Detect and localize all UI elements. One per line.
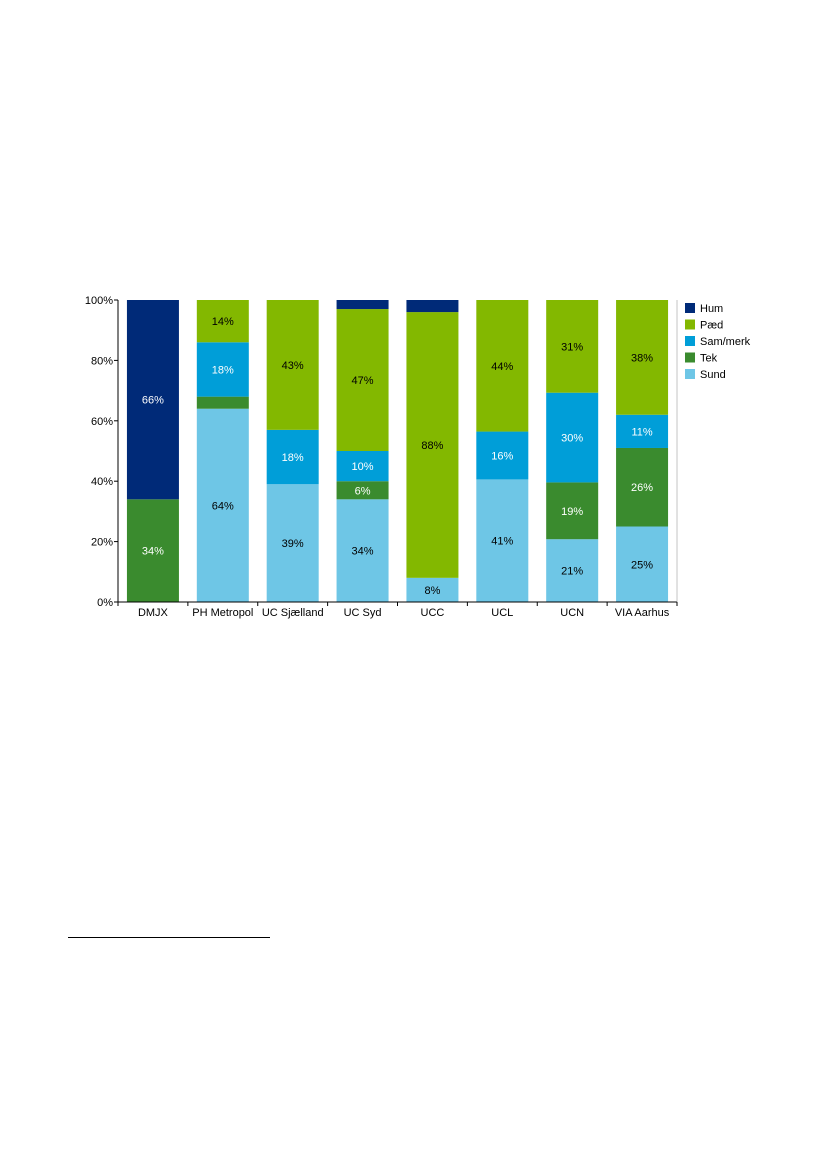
- legend-swatch-sam-merk: [685, 336, 695, 346]
- axes-layer: 0% 20% 40% 60% 80% 100% DMJX PH Metropol UC Sjæl…: [85, 295, 678, 619]
- bar-segment-sund-uc-sjaelland: [266, 484, 319, 602]
- legend: Hum Pæd Sam/merk Tek Sund: [685, 303, 751, 381]
- x-tick-label-via-aarhus: VIA Aarhus: [615, 607, 670, 619]
- bar-segment-tek-dmjx: [126, 499, 179, 602]
- bar-segment-sam-merk-ph-metropol: [196, 342, 249, 397]
- y-tick-label: 100%: [85, 295, 113, 307]
- bar-segment-hum-uc-syd: [336, 300, 389, 310]
- bar-segment-tek-ph-metropol: [196, 396, 249, 409]
- data-label-hum-dmjx: 66%: [142, 395, 164, 407]
- bar-segment-sam-merk-ucl: [476, 431, 529, 480]
- bar-segment-sam-merk-uc-syd: [336, 451, 389, 482]
- legend-label-paed: Pæd: [700, 320, 723, 332]
- y-tick-label: 80%: [91, 355, 113, 367]
- data-label-sam-merk-uc-syd: 10%: [352, 461, 374, 473]
- bar-segment-paed-ucl: [476, 300, 529, 432]
- data-label-paed-uc-syd: 47%: [352, 375, 374, 387]
- y-tick-label: 40%: [91, 476, 113, 488]
- bar-segment-sund-ucl: [476, 479, 529, 602]
- legend-swatch-tek: [685, 352, 695, 363]
- legend-label-hum: Hum: [700, 303, 723, 315]
- bar-segment-paed-uc-syd: [336, 309, 389, 451]
- bar-segment-paed-ucc: [406, 312, 459, 578]
- data-label-paed-ucl: 44%: [491, 361, 513, 373]
- bar-segment-sund-ucc: [406, 577, 459, 602]
- data-label-sund-ucl: 41%: [491, 536, 513, 548]
- bar-segment-paed-via-aarhus: [616, 300, 669, 415]
- data-label-sund-via-aarhus: 25%: [631, 559, 653, 571]
- bar-segment-tek-ucn: [546, 482, 599, 540]
- legend-label-sam-merk: Sam/merk: [700, 336, 751, 348]
- x-tick-label-uc-sjaelland: UC Sjælland: [262, 607, 324, 619]
- bar-segment-paed-uc-sjaelland: [266, 300, 319, 430]
- data-label-paed-ucc: 88%: [421, 440, 443, 452]
- data-label-paed-ph-metropol: 14%: [212, 316, 234, 328]
- bar-segment-paed-ucn: [546, 300, 599, 393]
- data-label-tek-uc-syd: 6%: [355, 485, 371, 497]
- bar-segment-sund-via-aarhus: [616, 526, 669, 602]
- x-tick-label-ucc: UCC: [421, 607, 445, 619]
- data-label-sund-ucc: 8%: [424, 585, 440, 597]
- x-tick-label-ucl: UCL: [491, 607, 513, 619]
- x-tick-label-ph-metropol: PH Metropol: [192, 607, 253, 619]
- y-tick-label: 20%: [91, 537, 113, 549]
- data-label-sam-merk-ucl: 16%: [491, 450, 513, 462]
- legend-label-sund: Sund: [700, 369, 726, 381]
- bar-segment-sam-merk-ucn: [546, 392, 599, 483]
- data-label-sund-uc-syd: 34%: [352, 546, 374, 558]
- bar-segment-sam-merk-uc-sjaelland: [266, 429, 319, 485]
- bar-segment-paed-ph-metropol: [196, 300, 249, 343]
- x-tick-label-uc-syd: UC Syd: [344, 607, 382, 619]
- legend-swatch-hum: [685, 303, 695, 313]
- bar-segment-sund-ucn: [546, 539, 599, 602]
- y-tick-label: 60%: [91, 416, 113, 428]
- bars-layer: [126, 300, 669, 602]
- data-label-tek-ucn: 19%: [561, 506, 583, 518]
- bar-labels-layer: 34% 66% 64% 18% 14% 39% 18% 43% 34% 6% 10% 47% 8% 88%…: [142, 316, 653, 597]
- data-label-paed-uc-sjaelland: 43%: [282, 360, 304, 372]
- data-label-sund-ucn: 21%: [561, 566, 583, 578]
- data-label-sam-merk-ph-metropol: 18%: [212, 364, 234, 376]
- data-label-sund-ph-metropol: 64%: [212, 500, 234, 512]
- data-label-tek-via-aarhus: 26%: [631, 482, 653, 494]
- legend-label-tek: Tek: [700, 353, 718, 365]
- bar-segment-sund-uc-syd: [336, 499, 389, 602]
- data-label-sund-uc-sjaelland: 39%: [282, 538, 304, 550]
- data-label-sam-merk-ucn: 30%: [561, 433, 583, 445]
- y-tick-label: 0%: [97, 597, 113, 609]
- data-label-sam-merk-uc-sjaelland: 18%: [282, 452, 304, 464]
- footnote-separator: [68, 937, 270, 938]
- bar-segment-sam-merk-via-aarhus: [616, 414, 669, 448]
- data-label-paed-ucn: 31%: [561, 341, 583, 353]
- data-label-tek-dmjx: 34%: [142, 546, 164, 558]
- legend-swatch-paed: [685, 319, 695, 330]
- bar-segment-sund-ph-metropol: [196, 408, 249, 602]
- legend-swatch-sund: [685, 369, 695, 379]
- x-tick-label-dmjx: DMJX: [138, 607, 169, 619]
- bar-segment-tek-via-aarhus: [616, 447, 669, 527]
- x-tick-label-ucn: UCN: [560, 607, 584, 619]
- bar-segment-tek-uc-syd: [336, 481, 389, 500]
- data-label-paed-via-aarhus: 38%: [631, 352, 653, 364]
- bar-segment-hum-dmjx: [126, 300, 179, 500]
- bar-segment-hum-ucc: [406, 300, 459, 313]
- data-label-sam-merk-via-aarhus: 11%: [631, 426, 652, 438]
